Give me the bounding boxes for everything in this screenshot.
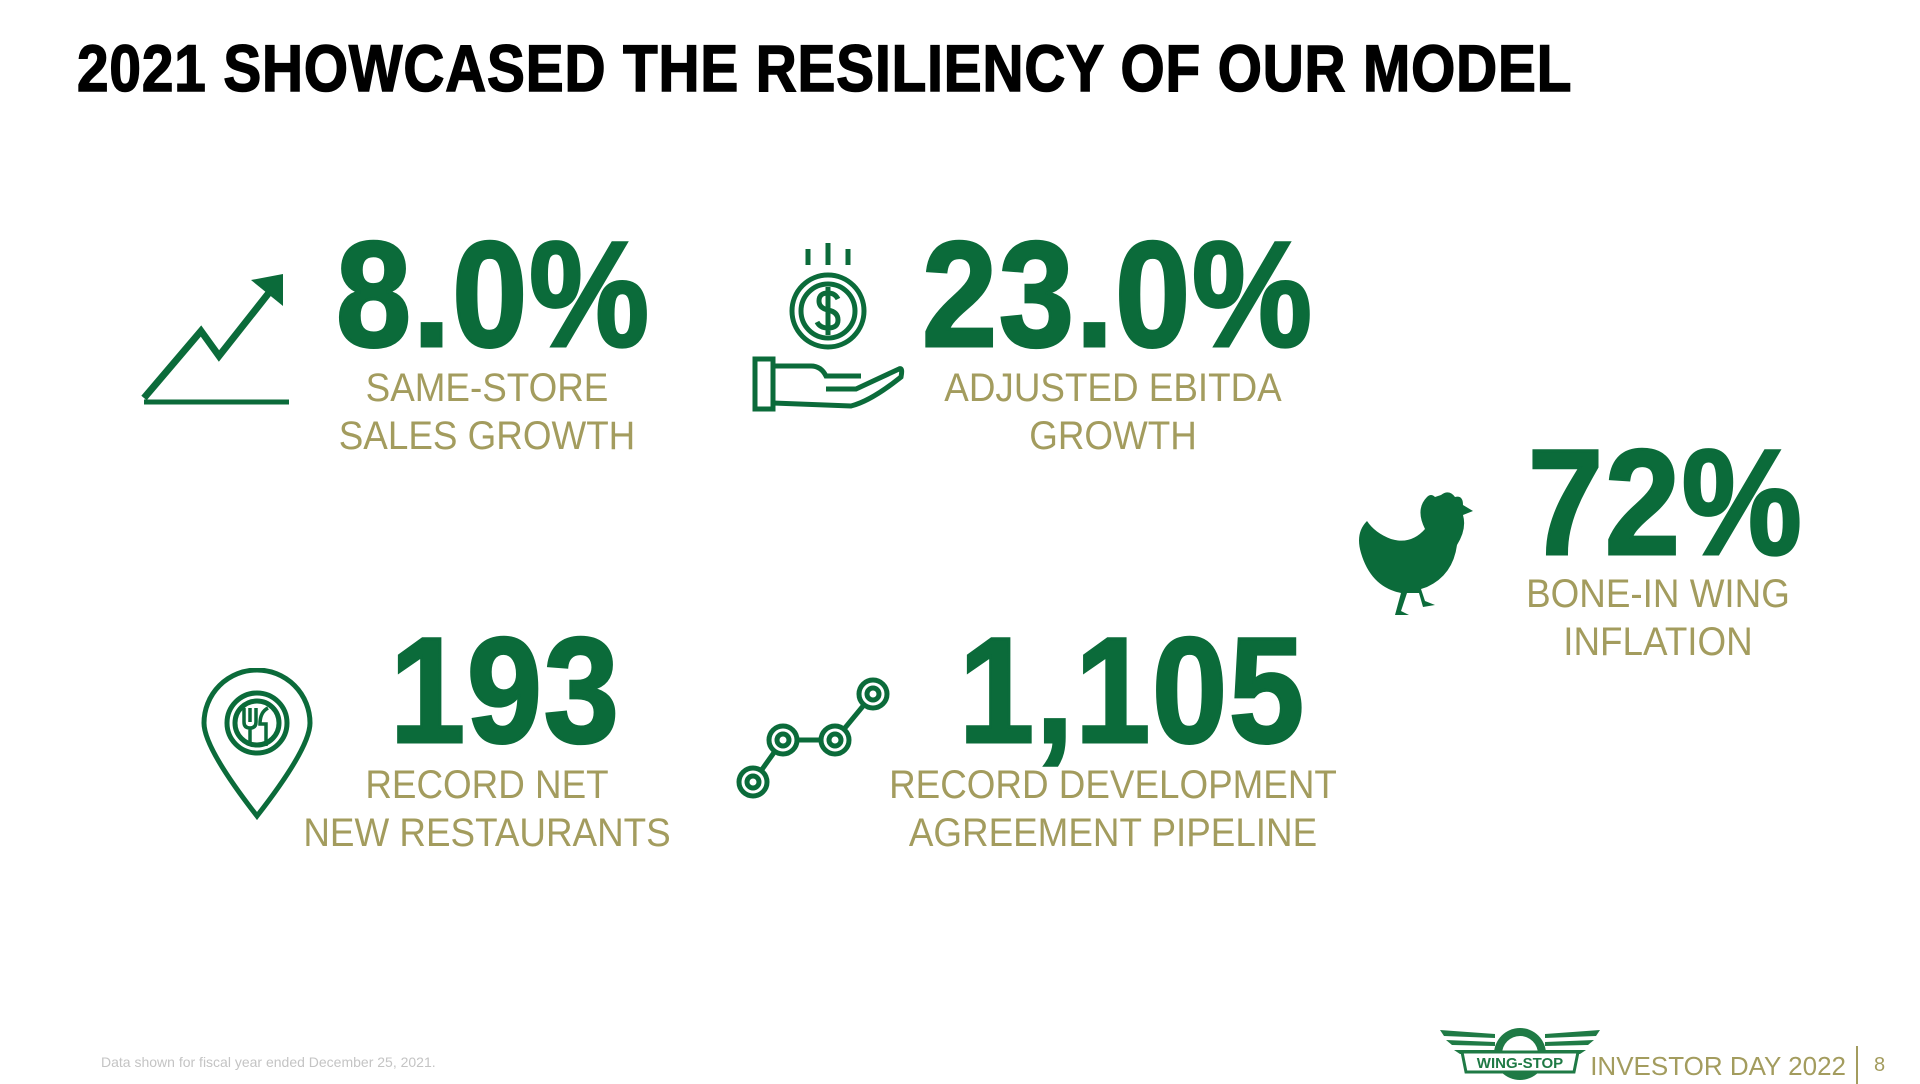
stat-label-same-store-sales: SAME-STORE SALES GROWTH bbox=[339, 364, 635, 460]
hand-dollar-coin-icon bbox=[752, 243, 905, 412]
footnote: Data shown for fiscal year ended Decembe… bbox=[101, 1054, 436, 1070]
stat-value-bone-in-wing: 72% bbox=[1527, 418, 1804, 586]
label-line: NEW RESTAURANTS bbox=[303, 811, 671, 855]
stat-label-net-new-restaurants: RECORD NET NEW RESTAURANTS bbox=[303, 761, 670, 857]
trend-up-chart-icon bbox=[141, 274, 289, 405]
stat-value-development-pipeline: 1,105 bbox=[958, 606, 1306, 774]
stat-value-adjusted-ebitda: 23.0% bbox=[921, 210, 1314, 378]
stat-value-net-new-restaurants: 193 bbox=[389, 606, 621, 774]
page-title: 2021 SHOWCASED THE RESILIENCY OF OUR MOD… bbox=[76, 30, 1573, 106]
page-number: 8 bbox=[1874, 1054, 1886, 1076]
stat-value-same-store-sales: 8.0% bbox=[335, 210, 651, 378]
label-line: AGREEMENT PIPELINE bbox=[908, 811, 1318, 855]
label-line: BONE-IN WING bbox=[1526, 572, 1790, 616]
label-line: RECORD DEVELOPMENT bbox=[889, 763, 1337, 807]
pipeline-nodes-icon bbox=[736, 677, 890, 799]
label-line: INFLATION bbox=[1563, 620, 1753, 664]
chicken-icon bbox=[1359, 492, 1473, 615]
label-line: GROWTH bbox=[1029, 414, 1197, 458]
label-line: RECORD NET bbox=[365, 763, 609, 807]
footer-divider bbox=[1856, 1046, 1858, 1084]
stat-label-development-pipeline: RECORD DEVELOPMENT AGREEMENT PIPELINE bbox=[889, 761, 1337, 857]
stat-label-adjusted-ebitda: ADJUSTED EBITDA GROWTH bbox=[944, 364, 1281, 460]
label-line: ADJUSTED EBITDA bbox=[944, 366, 1282, 410]
logo-text: WING-STOP bbox=[1477, 1055, 1563, 1072]
stat-label-bone-in-wing: BONE-IN WING INFLATION bbox=[1526, 570, 1790, 666]
label-line: SAME-STORE bbox=[365, 366, 609, 410]
label-line: SALES GROWTH bbox=[338, 414, 636, 458]
restaurant-location-pin-icon bbox=[201, 668, 313, 821]
event-name: INVESTOR DAY 2022 bbox=[1590, 1051, 1846, 1081]
wingstop-logo: WING-STOP bbox=[1440, 1028, 1600, 1080]
